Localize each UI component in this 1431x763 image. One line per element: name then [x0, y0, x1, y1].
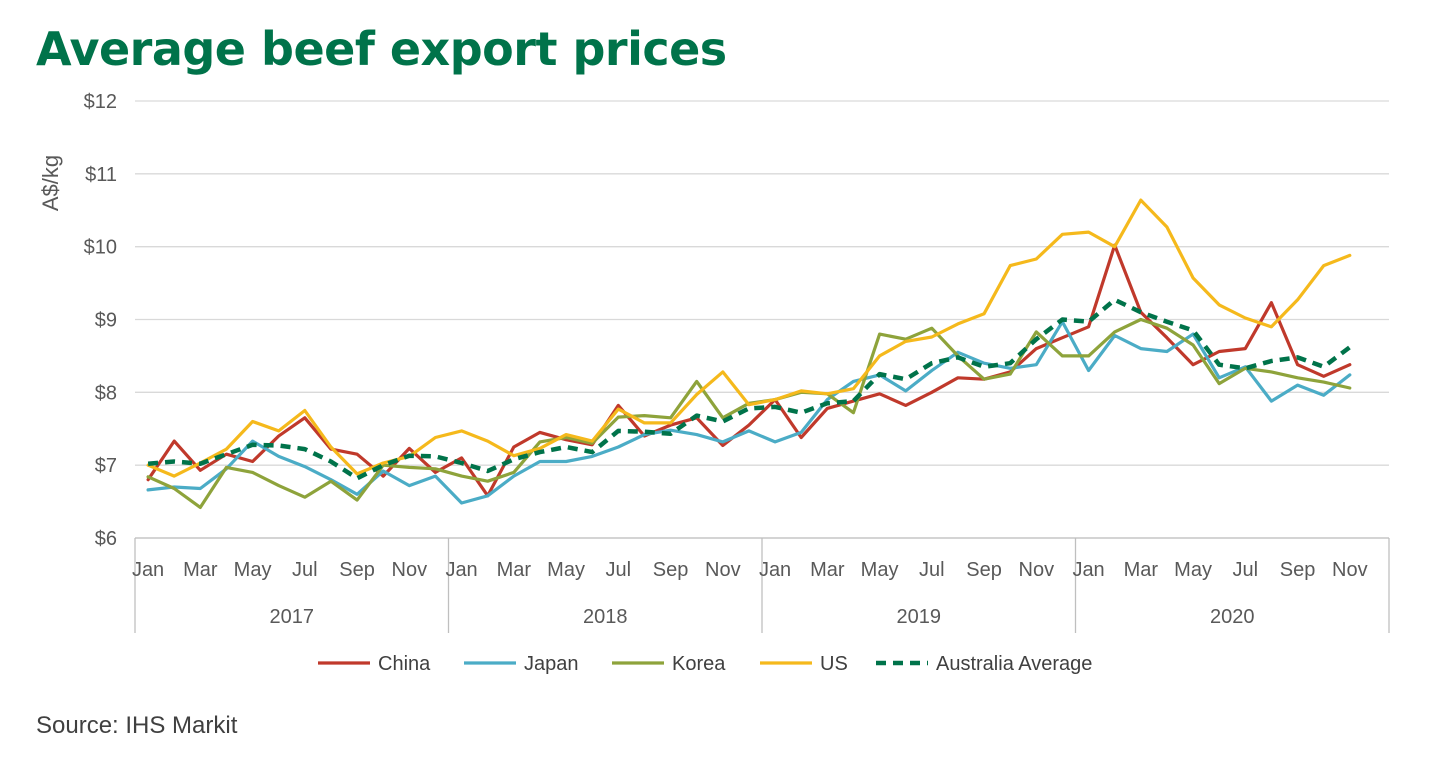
legend-label: US — [820, 653, 848, 675]
y-axis-ticks: $6 $7 $8 $9 $10 $11 $12 — [84, 91, 117, 550]
x-tick-label: May — [861, 559, 899, 581]
series-line-china — [146, 243, 1352, 498]
y-tick-label: $8 — [95, 382, 117, 404]
legend: China Japan Korea US Australia Average — [318, 653, 1092, 675]
series-line-japan — [146, 320, 1352, 505]
x-tick-label: Sep — [1280, 559, 1316, 581]
x-tick-label: Jan — [759, 559, 791, 581]
gridlines — [135, 100, 1389, 539]
year-label: 2018 — [583, 606, 628, 628]
x-axis: Jan Mar May Jul Sep Nov 2017 Jan Mar May Jul Sep Nov… — [132, 537, 1390, 633]
x-tick-label: Mar — [183, 559, 218, 581]
x-tick-label: Mar — [810, 559, 845, 581]
x-tick-label: May — [1174, 559, 1212, 581]
legend-label: Australia Average — [936, 653, 1092, 675]
source-note: Source: IHS Markit — [36, 712, 238, 739]
x-tick-label: Nov — [1332, 559, 1368, 581]
y-tick-label: $9 — [95, 310, 117, 332]
legend-label: Japan — [524, 653, 579, 675]
x-tick-label: May — [234, 559, 272, 581]
y-tick-label: $11 — [85, 164, 117, 186]
page-title: Average beef export prices — [36, 22, 727, 76]
x-tick-label: Jan — [1072, 559, 1104, 581]
x-tick-label: Jul — [292, 559, 318, 581]
x-tick-label: Jul — [919, 559, 945, 581]
x-tick-label: Mar — [1124, 559, 1159, 581]
legend-label: China — [378, 653, 431, 675]
x-tick-label: Sep — [339, 559, 375, 581]
x-tick-label: Sep — [653, 559, 689, 581]
x-tick-label: Nov — [705, 559, 741, 581]
y-tick-label: $10 — [84, 237, 117, 259]
y-axis-label: A$/kg — [38, 155, 63, 211]
x-tick-label: Jul — [606, 559, 632, 581]
y-tick-label: $12 — [84, 91, 117, 113]
series-line-australia-average — [147, 297, 1352, 481]
year-label: 2020 — [1210, 606, 1255, 628]
x-tick-label: Jan — [445, 559, 477, 581]
x-tick-label: Mar — [497, 559, 532, 581]
legend-label: Korea — [672, 653, 726, 675]
year-label: 2017 — [270, 606, 315, 628]
x-tick-label: Jan — [132, 559, 164, 581]
x-tick-label: Sep — [966, 559, 1002, 581]
series-lines — [146, 198, 1352, 509]
series-line-us — [146, 198, 1352, 478]
x-tick-label: Nov — [1019, 559, 1055, 581]
year-label: 2019 — [897, 606, 942, 628]
x-tick-label: May — [547, 559, 585, 581]
x-tick-label: Jul — [1233, 559, 1259, 581]
x-tick-label: Nov — [392, 559, 428, 581]
y-tick-label: $7 — [95, 455, 117, 477]
y-tick-label: $6 — [95, 528, 117, 550]
